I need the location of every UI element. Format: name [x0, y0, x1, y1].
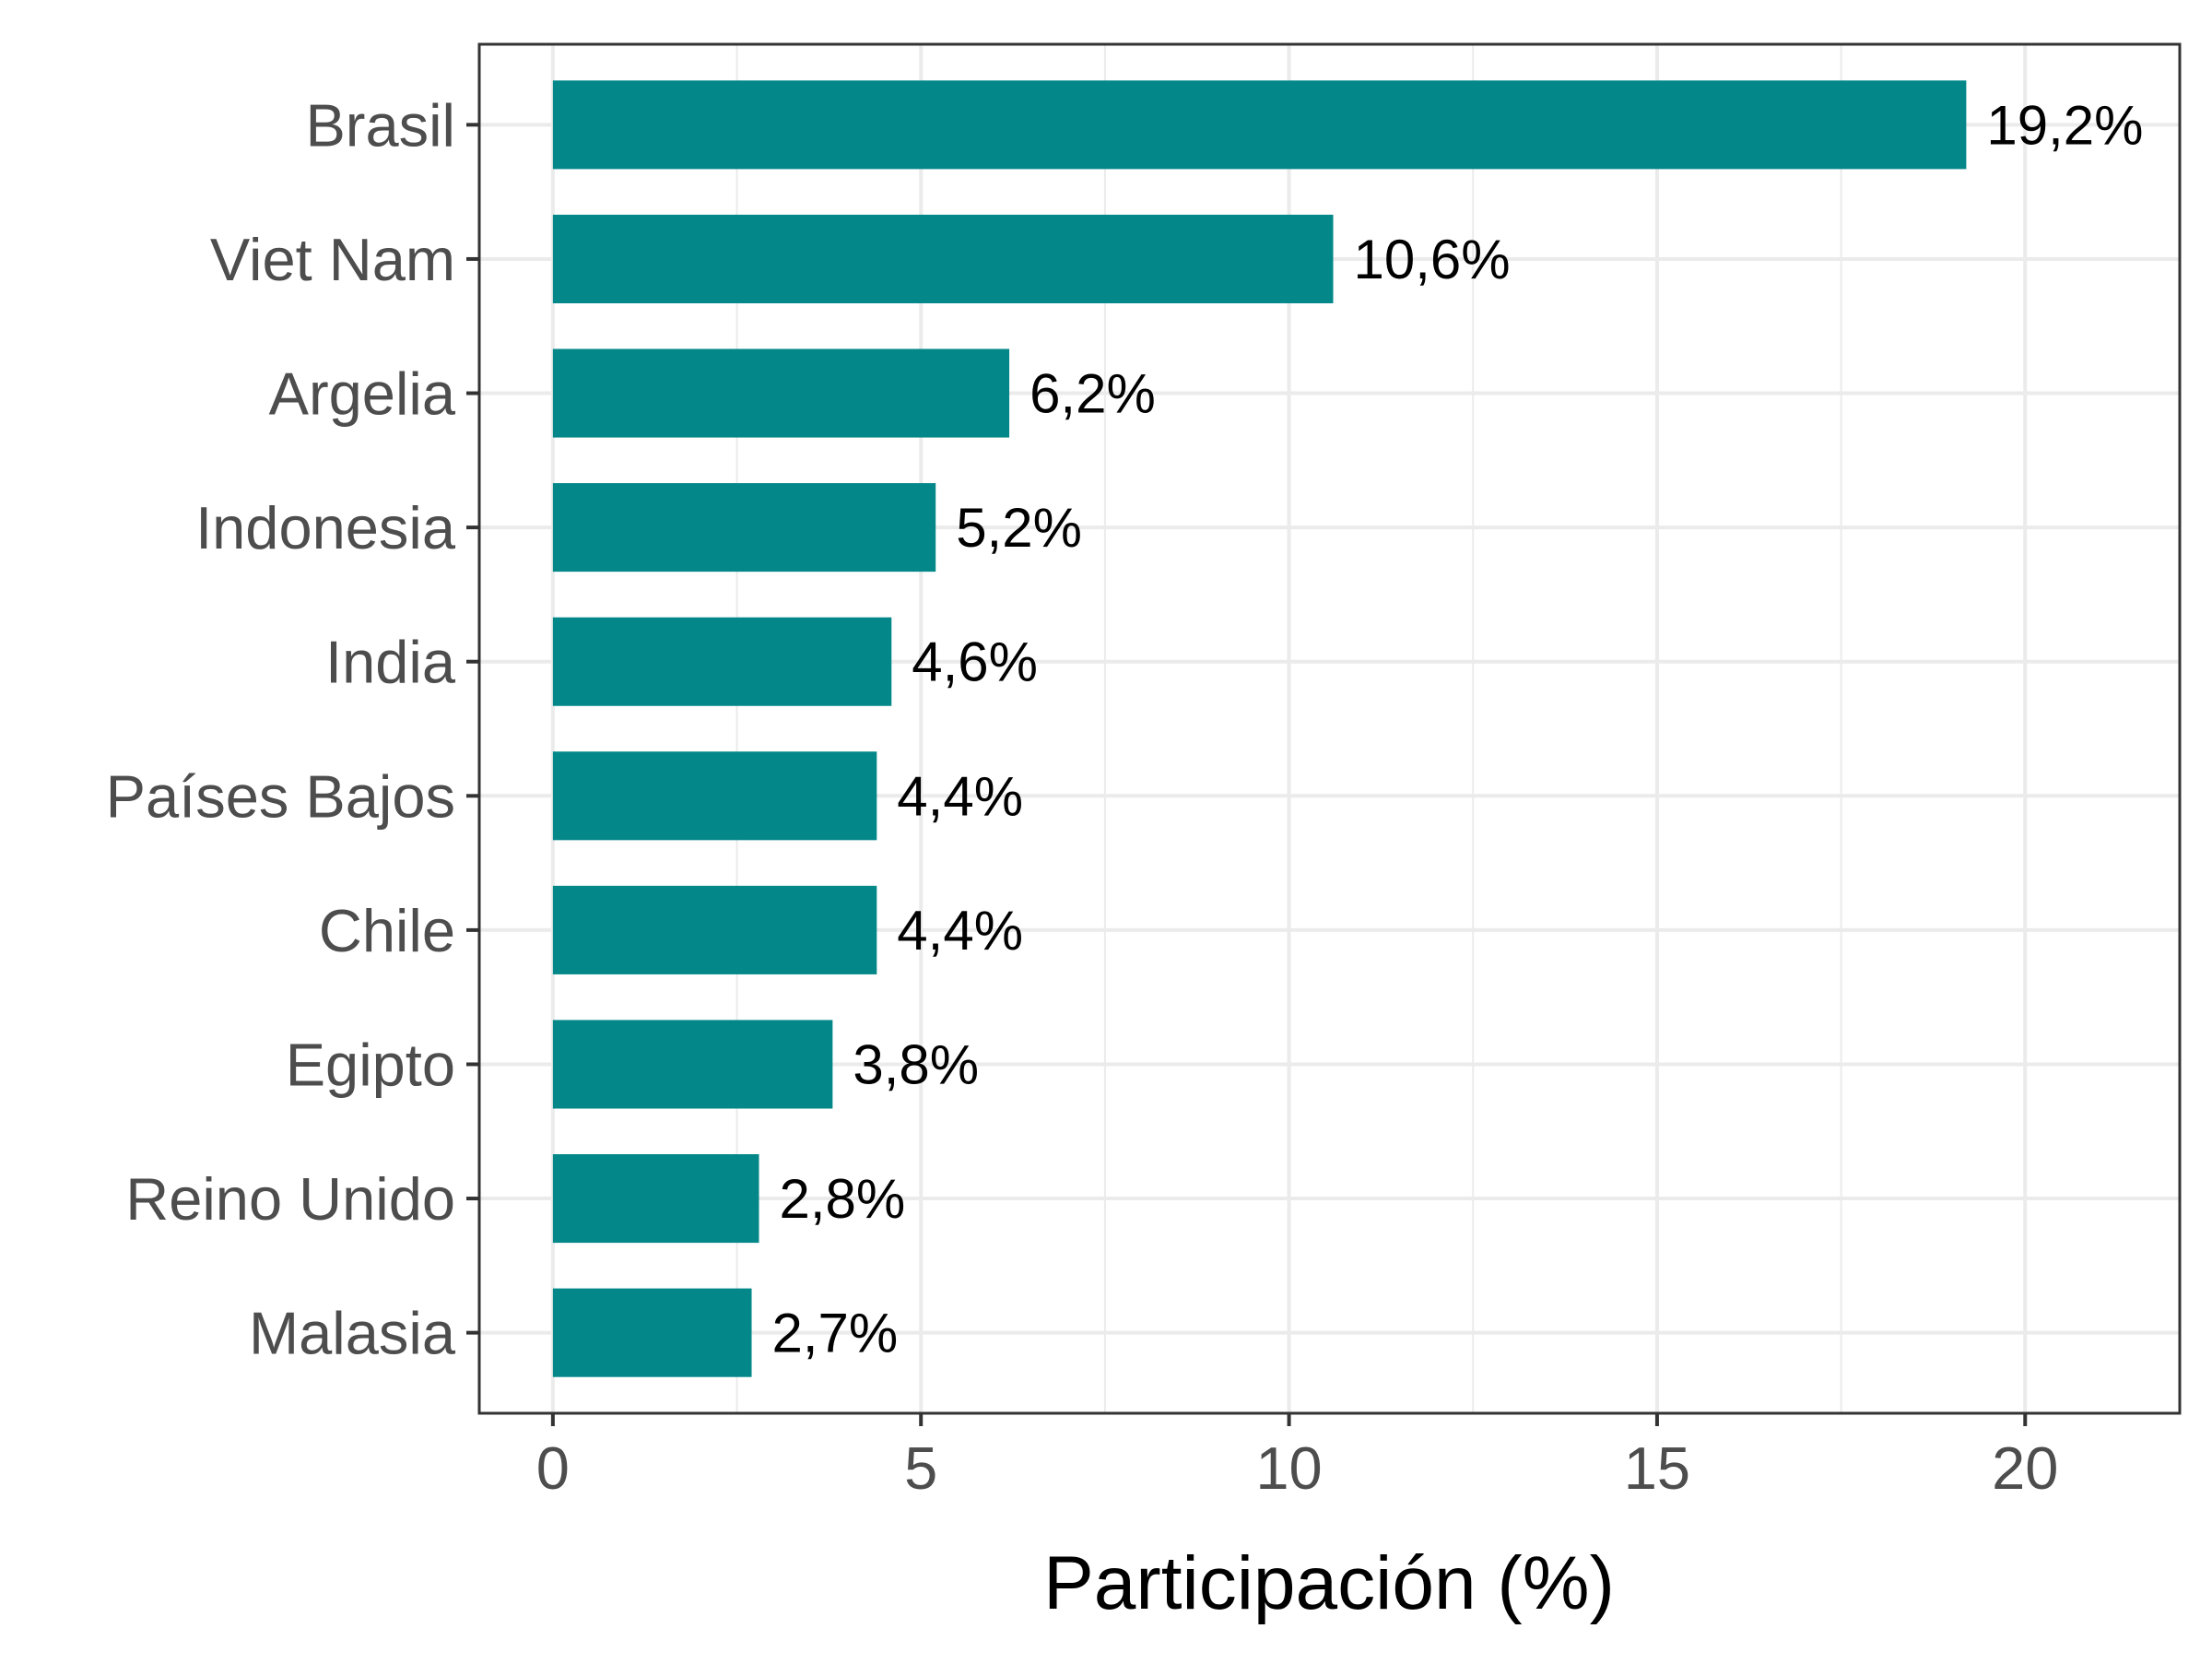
y-tick-label: Reino Unido [125, 1165, 455, 1233]
y-tick-label: Indonesia [195, 494, 456, 561]
x-tick-label: 20 [1992, 1434, 2058, 1502]
bar [552, 1154, 759, 1244]
bar [552, 885, 877, 974]
x-axis-title: Participación (%) [1043, 1541, 1615, 1625]
data-label: 4,4% [897, 900, 1023, 962]
axis-layer: Brasil Viet Nam Argelia Indonesia India Paíse… [106, 91, 2059, 1502]
x-tick-label: 10 [1255, 1434, 1322, 1502]
y-tick-label: Egipto [286, 1031, 455, 1098]
y-tick-label: Argelia [269, 360, 456, 428]
data-label: 6,2% [1030, 363, 1156, 425]
data-label: 10,6% [1353, 229, 1510, 290]
data-label: 2,7% [772, 1303, 899, 1364]
bar [552, 483, 936, 572]
y-tick-label: Malasia [249, 1300, 456, 1367]
data-label: 4,4% [897, 765, 1023, 827]
y-tick-label: Países Bajos [106, 762, 455, 830]
panel-border [477, 42, 2182, 1415]
bar-layer [552, 80, 1967, 1377]
y-tick-label: Brasil [305, 91, 455, 159]
bar [552, 348, 1010, 438]
y-tick-label: Chile [319, 897, 455, 964]
data-label: 2,8% [780, 1168, 906, 1230]
bar [552, 80, 1967, 170]
x-tick-label: 15 [1624, 1434, 1690, 1502]
y-tick-label: India [325, 629, 456, 696]
bar [552, 1288, 752, 1377]
data-label: 3,8% [853, 1033, 979, 1095]
label-layer: 19,2% 10,6% 6,2% 5,2% 4,6% 4,4% 4,4% 3,8% 2,8% 2,… [772, 94, 2144, 1363]
bar [552, 617, 892, 706]
data-label: 5,2% [956, 497, 1082, 559]
data-label: 19,2% [1986, 94, 2143, 156]
x-tick-label: 0 [536, 1434, 570, 1502]
bar [552, 1020, 833, 1109]
x-tick-label: 5 [904, 1434, 937, 1502]
y-tick-label: Viet Nam [210, 226, 455, 293]
data-label: 4,6% [912, 631, 1038, 693]
bar [552, 751, 877, 841]
bar [552, 214, 1334, 303]
